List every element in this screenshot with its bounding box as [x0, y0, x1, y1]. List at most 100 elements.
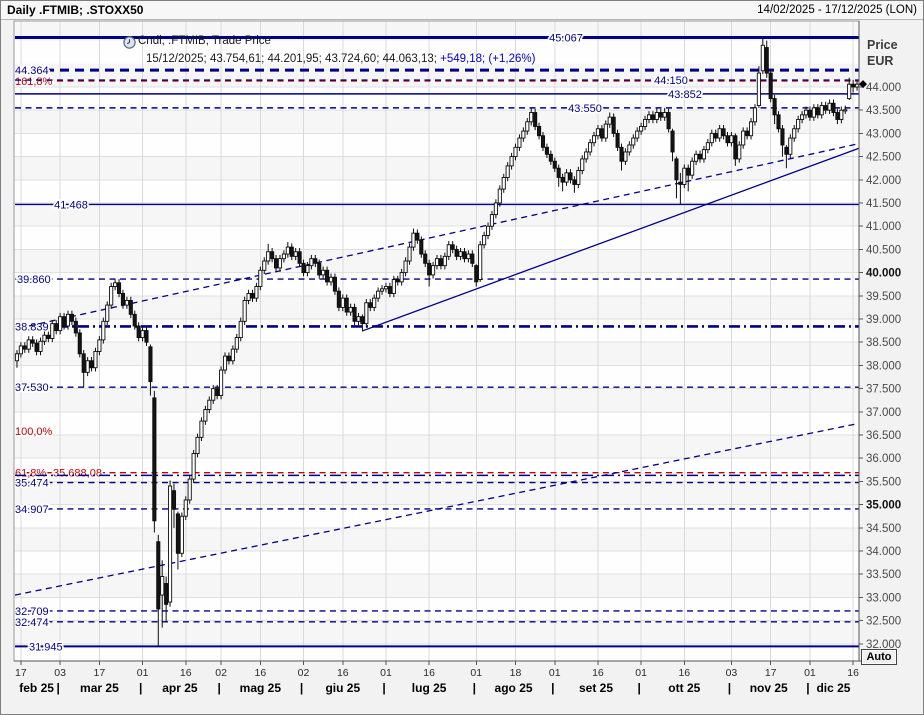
- candle-body: [415, 232, 420, 241]
- candle-body: [690, 160, 695, 176]
- candle-body: [835, 112, 840, 120]
- candle-body: [105, 304, 110, 322]
- chart-text: 16: [847, 667, 859, 679]
- price-band: [14, 481, 859, 505]
- candle-body: [85, 360, 90, 373]
- candle-body: [847, 83, 852, 100]
- candle-body: [183, 499, 188, 517]
- candle-body: [658, 112, 663, 118]
- chart-text: 40.500: [866, 244, 901, 256]
- chart-text: 35.474: [15, 478, 49, 490]
- candle-body: [101, 320, 106, 341]
- candle-body: [277, 258, 283, 269]
- chart-text: 44.364: [15, 65, 49, 77]
- candle-body: [713, 132, 718, 139]
- legend-series[interactable]: Cndl; .FTMIB; Trade Price: [138, 35, 271, 47]
- candle-body: [266, 251, 271, 262]
- candle-body: [65, 313, 71, 327]
- candle-body: [544, 146, 549, 155]
- chart-text: 16: [180, 667, 192, 679]
- candle-body: [368, 302, 373, 308]
- title-bar: Daily .FTMIB; .STOXX50 14/02/2025 - 17/1…: [1, 1, 923, 20]
- chart-text: 32.709: [15, 606, 49, 618]
- candle-body: [317, 262, 322, 276]
- candle-body: [274, 258, 279, 269]
- candle-body: [250, 293, 255, 299]
- candle-body: [639, 125, 644, 132]
- candle-body: [662, 112, 667, 118]
- candle-body: [336, 290, 341, 308]
- candle-body: [203, 409, 208, 422]
- chart-text: 37.530: [15, 382, 49, 394]
- chart-text: ott 25: [668, 681, 700, 695]
- candle-body: [705, 142, 710, 151]
- candle-body: [289, 246, 294, 257]
- candle-body: [760, 44, 765, 72]
- chart-text: 01: [549, 667, 561, 679]
- candle-body: [399, 272, 404, 283]
- chart-text: 37.500: [866, 384, 901, 396]
- trendline: [28, 142, 860, 327]
- candle-body: [540, 135, 546, 148]
- chart-text: 17: [765, 667, 777, 679]
- chart-text: 01: [380, 667, 392, 679]
- candle-body: [568, 172, 573, 181]
- price-band: [14, 203, 859, 227]
- candle-body: [458, 251, 463, 257]
- candle-body: [450, 244, 455, 250]
- chart-text: |: [382, 681, 385, 695]
- price-band: [14, 63, 859, 87]
- chart-text: 41.500: [866, 198, 901, 210]
- candle-body: [431, 265, 436, 276]
- candle-body: [328, 276, 334, 283]
- candle-body: [701, 149, 706, 160]
- candle-body: [128, 299, 133, 315]
- chart-text: |: [57, 681, 60, 695]
- candle-body: [14, 353, 20, 362]
- candle-body: [360, 316, 365, 325]
- price-axis-title-line2: EUR: [867, 54, 894, 68]
- chart-text: 38.500: [866, 337, 901, 349]
- candle-body: [572, 179, 577, 185]
- candle-body: [144, 330, 149, 343]
- chart-text: 45.067: [549, 32, 583, 44]
- candle-body: [254, 286, 259, 299]
- candle-body: [171, 490, 177, 510]
- chart-text: 17: [94, 667, 106, 679]
- candle-body: [627, 144, 632, 153]
- trendline: [14, 422, 860, 596]
- chart-text: ago 25: [495, 681, 533, 695]
- candle-body: [768, 72, 773, 100]
- candle-body: [89, 360, 94, 369]
- candle-body: [529, 112, 534, 123]
- candle-body: [588, 142, 593, 153]
- candle-body: [54, 323, 59, 332]
- candle-body: [152, 397, 157, 522]
- candle-body: [800, 114, 805, 120]
- candle-body: [120, 293, 126, 306]
- candle-body: [552, 160, 557, 169]
- candle-body: [682, 167, 687, 185]
- chart-text: 31.945: [29, 641, 63, 653]
- candle-body: [478, 244, 483, 281]
- candle-body: [301, 262, 306, 274]
- candle-body: [733, 135, 738, 160]
- price-band: [14, 620, 859, 644]
- candle-body: [344, 297, 349, 313]
- chart-text: apr 25: [162, 681, 198, 695]
- candle-body: [73, 320, 78, 334]
- candle-body: [124, 299, 129, 306]
- candle-body: [340, 297, 345, 308]
- legend-ohlc[interactable]: 15/12/2025; 43.754,61; 44.201,95; 43.724…: [146, 53, 535, 65]
- candle-body: [548, 153, 553, 162]
- candle-body: [207, 399, 212, 410]
- candle-body: [191, 453, 196, 480]
- candle-body: [788, 137, 793, 155]
- candle-body: [670, 130, 675, 153]
- candle-body: [215, 388, 220, 397]
- candle-body: [34, 342, 39, 352]
- price-band: [14, 388, 859, 412]
- auto-scale-button[interactable]: Auto: [861, 649, 897, 665]
